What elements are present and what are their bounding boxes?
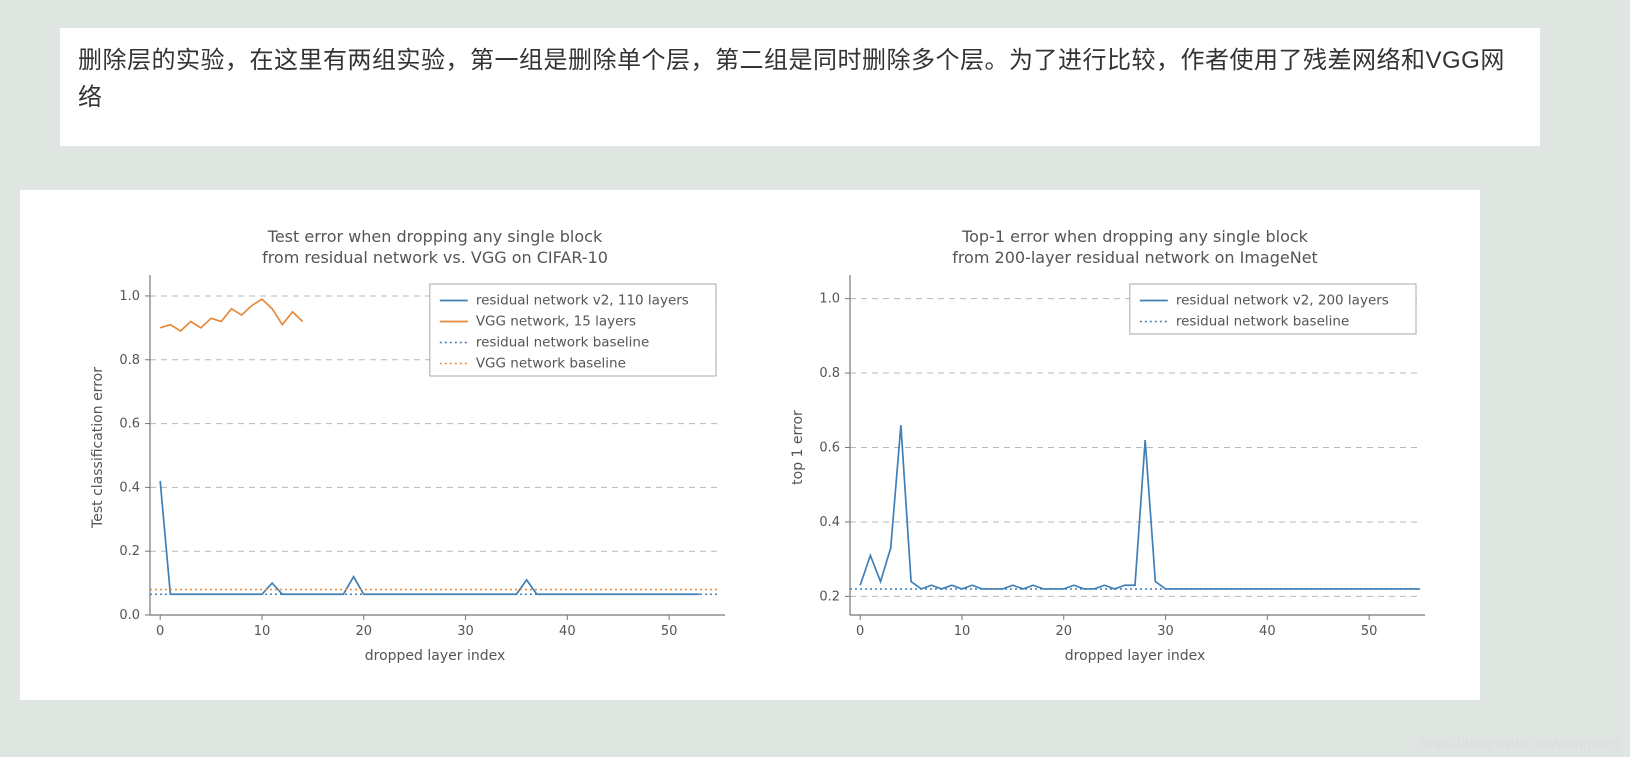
svg-text:residual network v2, 110 layer: residual network v2, 110 layers [476, 293, 689, 309]
svg-text:residual network baseline: residual network baseline [476, 335, 649, 351]
svg-text:0.2: 0.2 [119, 544, 140, 559]
svg-text:0.4: 0.4 [819, 515, 840, 530]
svg-text:0: 0 [856, 624, 864, 639]
svg-text:40: 40 [559, 624, 576, 639]
svg-text:30: 30 [457, 624, 474, 639]
svg-text:residual network v2, 200 layer: residual network v2, 200 layers [1176, 293, 1389, 309]
svg-text:1.0: 1.0 [119, 289, 140, 304]
svg-text:40: 40 [1259, 624, 1276, 639]
svg-text:50: 50 [1361, 624, 1378, 639]
figure-svg: 0 10 20 30 40 50 0.0 0.2 0.4 0.6 0.8 1.0 dropped lay… [20, 190, 1480, 700]
svg-text:Top-1 error when dropping any: Top-1 error when dropping any single blo… [961, 227, 1309, 246]
svg-text:0.8: 0.8 [819, 366, 840, 381]
svg-text:0: 0 [156, 624, 164, 639]
svg-text:1.0: 1.0 [819, 292, 840, 307]
svg-text:50: 50 [661, 624, 678, 639]
svg-text:from residual network vs. VGG: from residual network vs. VGG on CIFAR-1… [262, 248, 608, 267]
svg-text:0.6: 0.6 [119, 417, 140, 432]
svg-text:Test classification error: Test classification error [90, 367, 106, 529]
svg-text:10: 10 [954, 624, 971, 639]
svg-text:Test error when dropping any s: Test error when dropping any single bloc… [267, 227, 603, 246]
svg-text:from 200-layer residual networ: from 200-layer residual network on Image… [952, 248, 1318, 267]
figure-box: 0 10 20 30 40 50 0.0 0.2 0.4 0.6 0.8 1.0 dropped lay… [20, 190, 1480, 700]
svg-text:0.0: 0.0 [119, 608, 140, 623]
caption-text: 删除层的实验，在这里有两组实验，第一组是删除单个层，第二组是同时删除多个层。为了… [78, 42, 1522, 116]
svg-text:0.4: 0.4 [119, 480, 140, 495]
svg-text:30: 30 [1157, 624, 1174, 639]
svg-text:0.2: 0.2 [819, 589, 840, 604]
svg-text:20: 20 [1055, 624, 1072, 639]
svg-text:residual network baseline: residual network baseline [1176, 314, 1349, 330]
svg-text:dropped layer index: dropped layer index [365, 648, 506, 664]
caption-box: 删除层的实验，在这里有两组实验，第一组是删除单个层，第二组是同时删除多个层。为了… [60, 28, 1540, 146]
svg-text:top 1 error: top 1 error [790, 410, 806, 485]
svg-text:VGG network, 15 layers: VGG network, 15 layers [476, 314, 636, 330]
watermark: https://blog.csdn.net/wanglele1 [1420, 735, 1622, 751]
svg-text:dropped layer index: dropped layer index [1065, 648, 1206, 664]
svg-text:VGG network baseline: VGG network baseline [476, 356, 626, 372]
svg-text:10: 10 [254, 624, 271, 639]
svg-text:0.6: 0.6 [819, 441, 840, 456]
svg-text:0.8: 0.8 [119, 353, 140, 368]
svg-text:20: 20 [355, 624, 372, 639]
